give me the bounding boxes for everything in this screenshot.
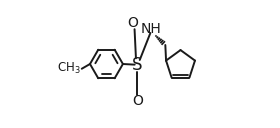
Text: S: S bbox=[132, 56, 143, 74]
Text: NH: NH bbox=[141, 22, 162, 36]
Text: CH$_3$: CH$_3$ bbox=[57, 61, 81, 76]
Text: O: O bbox=[132, 94, 143, 108]
Text: O: O bbox=[128, 17, 139, 30]
